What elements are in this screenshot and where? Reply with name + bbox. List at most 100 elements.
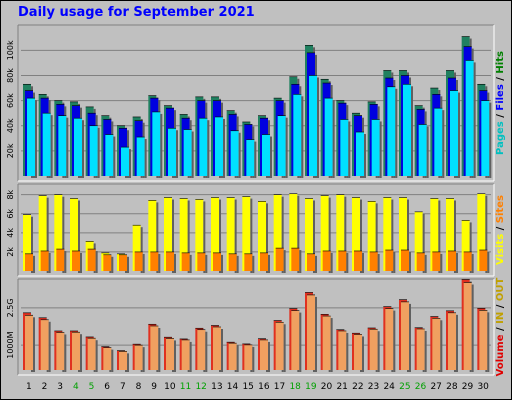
bar-in-day-14 bbox=[228, 342, 239, 372]
bar-in-day-29-body bbox=[463, 282, 472, 370]
bar-pages-day-9-body bbox=[152, 111, 161, 176]
bar-visits-day-8 bbox=[132, 224, 143, 273]
panel-hits-legend: Pages / Files / Hits bbox=[495, 51, 506, 155]
bar-visits-day-16-body bbox=[258, 201, 266, 271]
bar-sites-day-2 bbox=[40, 250, 51, 273]
bar-in-day-13 bbox=[213, 326, 223, 372]
legend-entry: Files bbox=[495, 84, 506, 110]
bar-visits-day-15 bbox=[242, 196, 253, 273]
bar-sites-day-8 bbox=[134, 251, 145, 273]
bar-pages-day-28-shadow bbox=[458, 92, 460, 178]
bar-sites-day-22 bbox=[354, 250, 364, 273]
bar-visits-day-3 bbox=[54, 194, 65, 273]
bar-pages-day-29 bbox=[465, 60, 476, 178]
bar-pages-day-6 bbox=[105, 134, 116, 178]
bar-sites-day-15 bbox=[244, 253, 255, 273]
bar-sites-day-10-body bbox=[166, 251, 174, 271]
bar-in-day-16 bbox=[260, 339, 270, 372]
bar-visits-day-17 bbox=[273, 194, 284, 273]
bar-visits-day-16 bbox=[258, 201, 268, 273]
bar-sites-day-1-body bbox=[25, 253, 33, 271]
bar-visits-day-8-body bbox=[132, 225, 141, 271]
bar-in-day-6 bbox=[103, 347, 114, 372]
bar-sites-day-29-shadow bbox=[471, 253, 474, 273]
bar-visits-day-19 bbox=[305, 198, 315, 273]
x-tick-label-day-27: 27 bbox=[430, 382, 441, 392]
bar-visits-day-9-shadow bbox=[156, 202, 159, 273]
bar-pages-day-27-body bbox=[434, 108, 443, 176]
bar-visits-day-1 bbox=[23, 214, 33, 273]
bar-sites-day-23-body bbox=[369, 251, 378, 271]
bar-in-day-6-body bbox=[103, 347, 112, 370]
bar-sites-day-20-body bbox=[322, 250, 331, 271]
bar-sites-day-30-shadow bbox=[487, 252, 490, 273]
bar-sites-day-2-shadow bbox=[48, 252, 51, 273]
bar-visits-day-28-shadow bbox=[454, 200, 456, 273]
bar-in-day-15-shadow bbox=[252, 346, 255, 372]
bar-pages-day-8 bbox=[136, 136, 147, 178]
bar-in-day-26-body bbox=[416, 328, 425, 370]
bar-in-day-20 bbox=[322, 315, 333, 372]
bar-pages-day-21-shadow bbox=[348, 121, 351, 178]
x-tick-label-day-2: 2 bbox=[42, 382, 48, 392]
bar-pages-day-24-shadow bbox=[395, 88, 398, 178]
bar-in-day-23 bbox=[369, 328, 380, 372]
bar-pages-day-19-body bbox=[309, 75, 317, 176]
bar-visits-day-18-shadow bbox=[297, 195, 300, 273]
bar-pages-day-15-body bbox=[246, 139, 255, 176]
panel-visits-bars bbox=[23, 193, 490, 273]
bar-sites-day-29 bbox=[463, 251, 474, 273]
bar-sites-day-30 bbox=[479, 249, 490, 273]
bar-visits-day-24 bbox=[383, 197, 394, 273]
bar-visits-day-23-shadow bbox=[375, 203, 378, 273]
bar-sites-day-21-shadow bbox=[346, 252, 349, 273]
bar-sites-day-23 bbox=[369, 251, 380, 273]
bar-in-day-2 bbox=[40, 319, 51, 372]
bar-visits-day-18 bbox=[289, 193, 300, 273]
legend-entry: Pages bbox=[495, 121, 506, 155]
bar-in-day-12 bbox=[197, 329, 208, 372]
bar-visits-day-12 bbox=[195, 199, 206, 273]
bar-pages-day-11-body bbox=[183, 129, 192, 176]
bar-visits-day-11-shadow bbox=[187, 200, 190, 273]
bar-pages-day-13-body bbox=[215, 116, 223, 176]
bar-visits-day-17-shadow bbox=[281, 196, 284, 273]
bar-sites-day-17 bbox=[275, 247, 286, 273]
bar-sites-day-16 bbox=[260, 252, 270, 273]
bar-in-day-5 bbox=[87, 337, 98, 372]
bar-sites-day-26-shadow bbox=[424, 254, 427, 273]
bar-pages-day-18-body bbox=[293, 94, 302, 176]
bar-pages-day-25-shadow bbox=[411, 86, 413, 178]
bar-sites-day-24 bbox=[385, 249, 396, 273]
bar-pages-day-12-body bbox=[199, 118, 208, 176]
bar-pages-day-28-body bbox=[450, 90, 458, 176]
bar-pages-day-30-body bbox=[481, 100, 490, 176]
bar-sites-day-7 bbox=[119, 254, 129, 273]
bar-pages-day-12 bbox=[199, 117, 210, 178]
bar-pages-day-24-body bbox=[387, 86, 396, 176]
bar-visits-day-25-body bbox=[399, 197, 407, 271]
bar-sites-day-4 bbox=[72, 250, 82, 273]
bar-visits-day-26-shadow bbox=[422, 213, 425, 273]
bar-in-day-13-shadow bbox=[221, 328, 223, 372]
bar-visits-day-23-body bbox=[367, 201, 376, 271]
bar-in-day-26-shadow bbox=[424, 330, 427, 372]
x-tick-label-day-3: 3 bbox=[57, 382, 63, 392]
legend-entry: OUT bbox=[495, 278, 506, 302]
bar-pages-day-22 bbox=[356, 131, 366, 178]
bar-in-day-12-body bbox=[197, 329, 206, 370]
bar-in-day-14-body bbox=[228, 343, 237, 370]
x-tick-label-day-7: 7 bbox=[120, 382, 126, 392]
bar-pages-day-8-shadow bbox=[144, 139, 147, 178]
x-tick-label-day-17: 17 bbox=[274, 382, 285, 392]
bar-sites-day-13-body bbox=[213, 252, 221, 271]
x-tick-label-day-13: 13 bbox=[211, 382, 222, 392]
bar-pages-day-2-body bbox=[42, 113, 51, 176]
bar-pages-day-30 bbox=[481, 100, 492, 178]
bar-in-day-19-shadow bbox=[315, 296, 317, 372]
bar-in-day-28-body bbox=[448, 312, 456, 370]
bar-in-day-6-shadow bbox=[111, 349, 114, 372]
bar-visits-day-4-shadow bbox=[78, 200, 80, 273]
bar-pages-day-8-body bbox=[136, 137, 145, 176]
bar-visits-day-1-body bbox=[23, 214, 31, 271]
